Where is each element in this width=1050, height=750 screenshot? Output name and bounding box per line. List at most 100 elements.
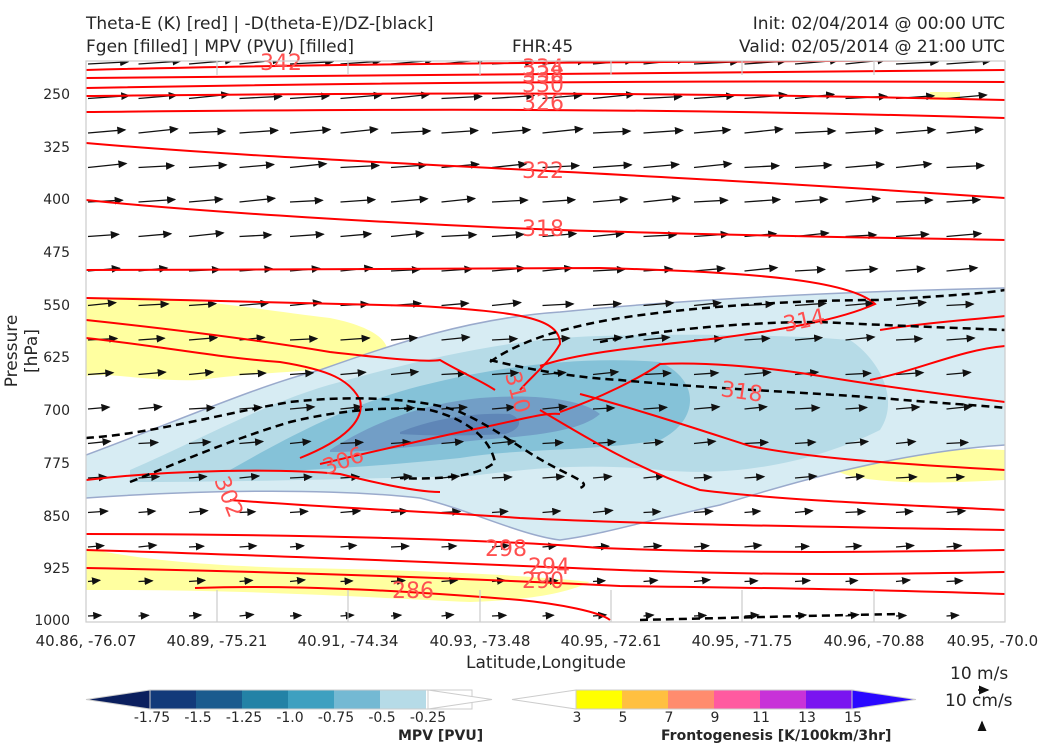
wind-arrow bbox=[845, 160, 885, 169]
wind-arrow bbox=[441, 576, 459, 585]
contour-label-330: 330 bbox=[522, 73, 564, 98]
wind-arrow bbox=[390, 368, 420, 377]
wind-arrow bbox=[87, 299, 117, 308]
wind-arrow bbox=[592, 230, 625, 238]
colorbar-extend-low bbox=[511, 689, 577, 710]
wind-arrow bbox=[542, 334, 571, 343]
theta-e-306b bbox=[319, 412, 561, 465]
y-axis-label: Pressure [hPa] bbox=[2, 314, 42, 388]
wind-arrow bbox=[946, 300, 975, 309]
wind-arrow bbox=[542, 507, 562, 516]
contour-label-290: 290 bbox=[522, 569, 564, 594]
wind-arrow bbox=[744, 125, 784, 134]
wind-arrow bbox=[643, 404, 668, 412]
wind-arrow bbox=[744, 264, 779, 273]
colorbar-swatch bbox=[242, 690, 288, 709]
x-tick: 40.95, -70.0 bbox=[946, 632, 1039, 650]
mpv-outline-lower bbox=[86, 444, 1005, 541]
wind-arrow bbox=[744, 507, 762, 516]
wind-arrow bbox=[239, 161, 275, 170]
wind-arrow bbox=[239, 577, 254, 585]
wind-arrow bbox=[340, 577, 354, 586]
wind-arrow bbox=[87, 61, 130, 67]
wind-arrow bbox=[491, 403, 516, 412]
wind-arrow bbox=[188, 368, 215, 377]
wind-arrow bbox=[491, 196, 529, 205]
mpv-colorbar bbox=[85, 689, 493, 710]
wind-arrow bbox=[289, 160, 328, 169]
x-tick: 40.95, -72.61 bbox=[560, 632, 662, 650]
wind-arrow bbox=[643, 369, 672, 378]
wind-arrow bbox=[794, 61, 840, 65]
contour-label-318b: 318 bbox=[719, 377, 764, 408]
wind-arrow bbox=[946, 162, 986, 170]
wind-arrow bbox=[87, 507, 109, 516]
wind-arrow bbox=[845, 61, 887, 65]
wind-arrow bbox=[87, 542, 105, 551]
wind-arrow bbox=[693, 473, 713, 482]
y-tick: 925 bbox=[43, 561, 70, 577]
wind-arrow bbox=[693, 576, 712, 585]
wind-arrow bbox=[542, 611, 555, 620]
theta-e-310c bbox=[879, 315, 1005, 331]
wind-arrow bbox=[188, 127, 227, 136]
colorbar-extend-high bbox=[427, 689, 493, 710]
wind-arrow bbox=[340, 126, 379, 134]
wind-arrow bbox=[693, 403, 721, 412]
colorbar-swatch bbox=[806, 690, 852, 709]
fgen-tick: 7 bbox=[664, 710, 674, 726]
wind-arrow bbox=[138, 542, 158, 550]
wind-arrow bbox=[592, 300, 623, 309]
wind-arrow bbox=[693, 160, 733, 169]
forecast-hour: FHR:45 bbox=[512, 37, 574, 57]
wind-arrow bbox=[643, 508, 662, 516]
wind-arrow bbox=[138, 196, 177, 204]
wind-arrow bbox=[289, 473, 313, 482]
theta-e-286 bbox=[194, 585, 611, 621]
y-tick: 850 bbox=[43, 509, 70, 525]
wind-arrow bbox=[845, 577, 859, 586]
wind-arrow bbox=[592, 507, 614, 516]
wind-arrow bbox=[390, 542, 410, 551]
mpv-tick: -1.5 bbox=[184, 710, 212, 726]
wind-arrow bbox=[491, 230, 525, 239]
wind-arrow bbox=[340, 542, 358, 551]
wind-arrow bbox=[542, 577, 559, 586]
wind-arrow bbox=[239, 195, 277, 203]
wind-arrow bbox=[895, 299, 927, 308]
valid-time: Valid: 02/05/2014 @ 21:00 UTC bbox=[739, 37, 1005, 57]
wind-arrow bbox=[946, 507, 967, 516]
wind-arrow bbox=[491, 438, 517, 446]
wind-arrow bbox=[744, 162, 781, 171]
theta-e-314b bbox=[86, 297, 562, 391]
colorbar-swatch bbox=[714, 690, 760, 709]
wind-arrow bbox=[188, 577, 207, 585]
wind-arrow bbox=[138, 334, 166, 343]
theta-e-330 bbox=[86, 92, 1005, 101]
y-tick: 550 bbox=[43, 298, 70, 314]
theta-e-334 bbox=[86, 80, 1005, 89]
wind-arrow bbox=[340, 403, 363, 412]
wind-arrow bbox=[138, 162, 176, 170]
wind-arrow bbox=[542, 162, 581, 170]
wind-arrow bbox=[845, 299, 875, 308]
wind-arrow bbox=[340, 507, 362, 516]
wind-arrow bbox=[946, 542, 963, 551]
wind-arrow bbox=[693, 126, 732, 135]
wind-arrow bbox=[895, 160, 933, 169]
y-tick: 325 bbox=[43, 140, 70, 156]
wind-arrow bbox=[138, 300, 170, 309]
wind-arrow bbox=[289, 576, 307, 585]
wind-arrow bbox=[239, 61, 282, 65]
wind-arrow bbox=[744, 542, 763, 550]
wind-arrow bbox=[895, 196, 934, 205]
wind-arrow bbox=[188, 438, 212, 447]
wind-arrow bbox=[289, 196, 324, 205]
theta-e-contours bbox=[86, 61, 1005, 621]
wind-arrow bbox=[491, 160, 528, 169]
wind-arrow bbox=[693, 542, 710, 551]
mpv-tick: -0.75 bbox=[317, 710, 355, 726]
wind-arrow bbox=[289, 335, 319, 343]
wind-arrow bbox=[895, 403, 921, 412]
fgen-tick: 3 bbox=[572, 710, 582, 726]
